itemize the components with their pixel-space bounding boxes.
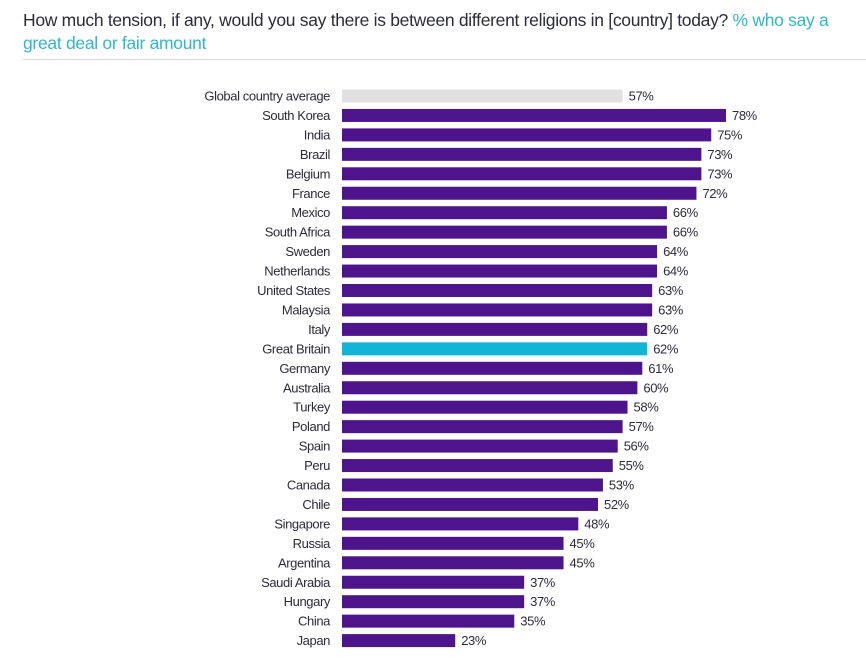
value-label-brazil: 73% xyxy=(707,147,733,162)
question-text: How much tension, if any, would you say … xyxy=(23,10,728,30)
category-label-france: France xyxy=(292,186,330,201)
category-label-great-britain: Great Britain xyxy=(262,341,330,356)
bar-brazil xyxy=(342,147,702,161)
bar-france xyxy=(342,186,697,200)
bar-peru xyxy=(342,459,613,473)
value-label-russia: 45% xyxy=(570,536,596,551)
bar-turkey xyxy=(342,400,628,414)
bar-poland xyxy=(342,420,623,434)
category-label-singapore: Singapore xyxy=(274,516,330,531)
bar-south-korea xyxy=(342,108,726,122)
value-label-global-country-average: 57% xyxy=(629,89,655,104)
bar-great-britain xyxy=(342,342,648,356)
category-label-russia: Russia xyxy=(293,536,332,551)
bar-south-africa xyxy=(342,225,667,239)
category-label-global-country-average: Global country average xyxy=(204,89,330,104)
value-label-spain: 56% xyxy=(624,439,650,454)
value-label-italy: 62% xyxy=(653,322,679,337)
category-label-south-korea: South Korea xyxy=(262,108,331,123)
bar-canada xyxy=(342,478,603,492)
bar-chile xyxy=(342,497,598,511)
bar-germany xyxy=(342,361,643,375)
category-label-turkey: Turkey xyxy=(293,400,331,415)
value-label-canada: 53% xyxy=(609,478,635,493)
bar-netherlands xyxy=(342,264,658,278)
category-label-south-africa: South Africa xyxy=(265,225,331,240)
category-label-poland: Poland xyxy=(292,419,330,434)
bar-india xyxy=(342,128,712,142)
value-label-sweden: 64% xyxy=(663,244,689,259)
bar-australia xyxy=(342,381,638,395)
bar-sweden xyxy=(342,245,658,259)
bar-japan xyxy=(342,634,456,648)
value-label-united-states: 63% xyxy=(658,283,684,298)
value-label-india: 75% xyxy=(717,127,743,142)
category-label-india: India xyxy=(304,127,331,142)
bar-argentina xyxy=(342,556,564,570)
category-label-netherlands: Netherlands xyxy=(264,264,331,279)
value-label-japan: 23% xyxy=(461,633,487,648)
value-label-peru: 55% xyxy=(619,458,645,473)
category-label-canada: Canada xyxy=(287,478,331,493)
category-label-china: China xyxy=(298,614,331,629)
bar-hungary xyxy=(342,595,525,609)
category-label-australia: Australia xyxy=(283,380,331,395)
bar-belgium xyxy=(342,167,702,181)
category-label-belgium: Belgium xyxy=(286,166,330,181)
bar-global-country-average xyxy=(342,89,623,103)
value-label-south-africa: 66% xyxy=(673,225,699,240)
value-label-turkey: 58% xyxy=(634,400,660,415)
bar-russia xyxy=(342,536,564,550)
bar-mexico xyxy=(342,206,667,220)
value-label-singapore: 48% xyxy=(584,516,610,531)
value-label-hungary: 37% xyxy=(530,594,556,609)
bar-malaysia xyxy=(342,303,653,317)
chart-title: How much tension, if any, would you say … xyxy=(23,9,853,55)
value-label-south-korea: 78% xyxy=(732,108,758,123)
value-label-argentina: 45% xyxy=(570,555,596,570)
category-label-united-states: United States xyxy=(257,283,331,298)
category-label-italy: Italy xyxy=(308,322,331,337)
bar-spain xyxy=(342,439,618,453)
category-label-peru: Peru xyxy=(304,458,330,473)
category-label-saudi-arabia: Saudi Arabia xyxy=(261,575,331,590)
category-label-japan: Japan xyxy=(297,633,331,648)
category-label-hungary: Hungary xyxy=(284,594,331,609)
bar-saudi-arabia xyxy=(342,575,525,589)
bar-china xyxy=(342,614,515,628)
bar-italy xyxy=(342,322,648,336)
bar-singapore xyxy=(342,517,579,531)
category-label-brazil: Brazil xyxy=(300,147,331,162)
value-label-chile: 52% xyxy=(604,497,630,512)
value-label-belgium: 73% xyxy=(707,166,733,181)
value-label-malaysia: 63% xyxy=(658,302,684,317)
category-label-mexico: Mexico xyxy=(291,205,330,220)
category-label-argentina: Argentina xyxy=(278,555,331,570)
category-label-spain: Spain xyxy=(299,439,330,454)
value-label-poland: 57% xyxy=(629,419,655,434)
title-divider xyxy=(23,59,866,60)
value-label-china: 35% xyxy=(520,614,546,629)
value-label-australia: 60% xyxy=(643,380,669,395)
category-label-chile: Chile xyxy=(302,497,330,512)
category-label-malaysia: Malaysia xyxy=(282,302,331,317)
highlight-text: % who say a great deal or fair amount xyxy=(23,10,829,53)
category-label-sweden: Sweden xyxy=(285,244,330,259)
bar-united-states xyxy=(342,284,653,297)
value-label-germany: 61% xyxy=(648,361,674,376)
value-label-france: 72% xyxy=(702,186,728,201)
value-label-great-britain: 62% xyxy=(653,341,679,356)
value-label-netherlands: 64% xyxy=(663,264,689,279)
value-label-saudi-arabia: 37% xyxy=(530,575,556,590)
value-label-mexico: 66% xyxy=(673,205,699,220)
category-label-germany: Germany xyxy=(279,361,331,376)
